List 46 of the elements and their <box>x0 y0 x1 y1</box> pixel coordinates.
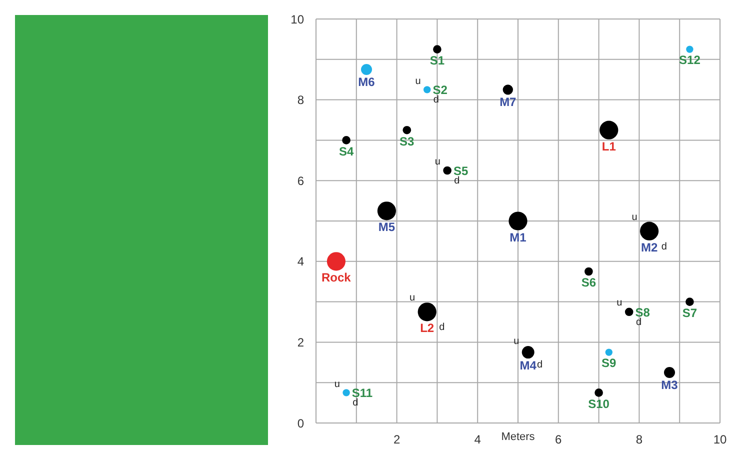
annotation: d <box>352 397 358 408</box>
data-label: S3 <box>400 134 415 148</box>
annotation: d <box>636 317 642 328</box>
data-label: S1 <box>430 53 445 68</box>
x-tick-label: 10 <box>713 432 727 447</box>
y-tick-label: 10 <box>290 12 304 26</box>
annotation: u <box>632 212 638 223</box>
data-label: M5 <box>378 220 396 234</box>
data-label: L2 <box>420 321 434 336</box>
data-label: M3 <box>661 378 678 392</box>
annotation: d <box>439 322 445 334</box>
data-label: S8 <box>635 305 650 320</box>
annotation: d <box>661 241 667 252</box>
x-tick-label: 6 <box>555 432 562 447</box>
data-label: S10 <box>588 396 610 411</box>
data-label: S7 <box>682 306 698 320</box>
data-label: L1 <box>602 139 616 154</box>
x-tick-label: 2 <box>393 432 400 447</box>
y-tick-label: 8 <box>297 93 304 108</box>
data-label: M7 <box>500 94 517 109</box>
annotation: d <box>454 176 460 187</box>
annotation: u <box>334 379 340 390</box>
data-label: M4 <box>520 358 537 373</box>
x-axis-title: Meters <box>501 431 536 443</box>
data-label: S9 <box>602 356 617 370</box>
y-tick-label: 6 <box>297 174 304 188</box>
y-tick-label: 0 <box>297 416 304 430</box>
x-tick-label: 8 <box>636 432 643 447</box>
annotation: d <box>537 360 543 371</box>
annotation: u <box>514 336 520 348</box>
data-label: S4 <box>338 144 354 158</box>
annotation: u <box>410 292 416 304</box>
y-tick-label: 4 <box>297 254 304 269</box>
annotation: u <box>415 76 421 88</box>
data-label: M1 <box>510 230 527 244</box>
data-label: M6 <box>358 75 376 89</box>
data-label: S12 <box>679 52 701 67</box>
x-tick-label: 4 <box>474 432 482 447</box>
data-label: Rock <box>322 270 352 285</box>
data-label: S6 <box>581 276 596 290</box>
y-tick-label: 2 <box>297 335 304 350</box>
annotation: u <box>434 156 440 168</box>
annotation: d <box>433 94 439 106</box>
data-label: S5 <box>453 164 468 178</box>
data-label: M2 <box>640 240 658 254</box>
annotation: u <box>616 298 622 309</box>
